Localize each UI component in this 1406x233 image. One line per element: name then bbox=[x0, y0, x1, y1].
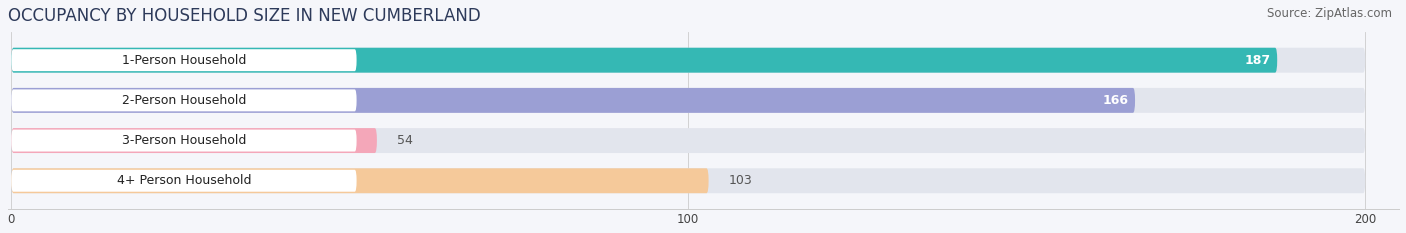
Text: 3-Person Household: 3-Person Household bbox=[122, 134, 246, 147]
FancyBboxPatch shape bbox=[11, 48, 1365, 73]
FancyBboxPatch shape bbox=[11, 128, 1365, 153]
Text: OCCUPANCY BY HOUSEHOLD SIZE IN NEW CUMBERLAND: OCCUPANCY BY HOUSEHOLD SIZE IN NEW CUMBE… bbox=[8, 7, 481, 25]
FancyBboxPatch shape bbox=[11, 130, 357, 151]
FancyBboxPatch shape bbox=[11, 128, 377, 153]
Text: 187: 187 bbox=[1244, 54, 1271, 67]
FancyBboxPatch shape bbox=[11, 170, 357, 192]
FancyBboxPatch shape bbox=[11, 88, 1365, 113]
FancyBboxPatch shape bbox=[11, 48, 1277, 73]
Text: 2-Person Household: 2-Person Household bbox=[122, 94, 246, 107]
Text: 4+ Person Household: 4+ Person Household bbox=[117, 174, 252, 187]
FancyBboxPatch shape bbox=[11, 168, 709, 193]
FancyBboxPatch shape bbox=[11, 168, 1365, 193]
Text: 166: 166 bbox=[1102, 94, 1128, 107]
FancyBboxPatch shape bbox=[11, 49, 357, 71]
Text: 54: 54 bbox=[398, 134, 413, 147]
FancyBboxPatch shape bbox=[11, 89, 357, 111]
Text: 103: 103 bbox=[728, 174, 752, 187]
Text: 1-Person Household: 1-Person Household bbox=[122, 54, 246, 67]
FancyBboxPatch shape bbox=[11, 88, 1135, 113]
Text: Source: ZipAtlas.com: Source: ZipAtlas.com bbox=[1267, 7, 1392, 20]
